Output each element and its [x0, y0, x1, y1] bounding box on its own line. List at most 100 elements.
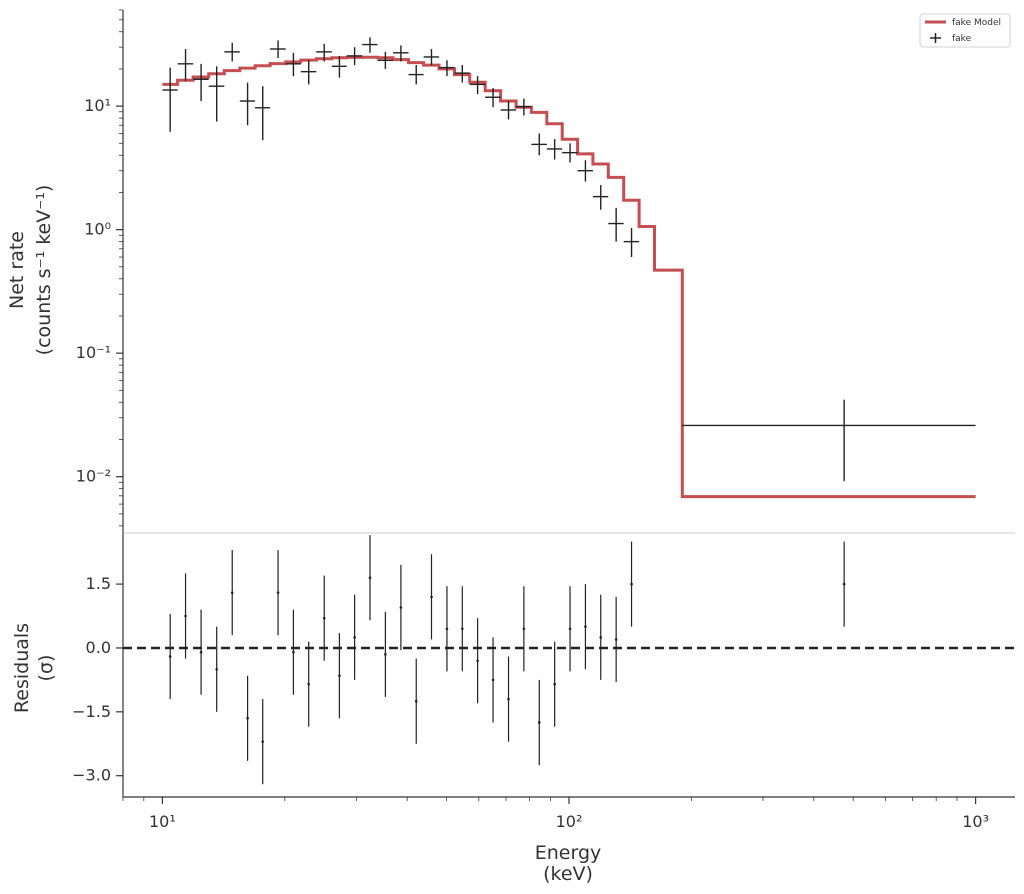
data-point — [516, 98, 532, 116]
residual-point — [491, 637, 495, 723]
residual-errorbar-layer — [123, 535, 1015, 785]
residual-marker — [215, 667, 218, 671]
residual-marker — [307, 682, 311, 686]
residuals-y-tick-label: −1.5 — [72, 702, 111, 721]
residual-point — [230, 550, 234, 636]
residual-point — [584, 584, 587, 670]
legend: fake Model fake — [919, 13, 1011, 48]
residual-marker — [199, 650, 203, 654]
residual-point — [307, 641, 311, 727]
data-point — [392, 45, 409, 62]
residual-marker — [261, 740, 265, 743]
data-point — [608, 207, 624, 242]
residuals-y-tick-label: 1.5 — [86, 574, 111, 593]
residuals-y-label-line2: (σ) — [35, 655, 57, 682]
residual-point — [261, 699, 265, 785]
residual-marker — [522, 627, 526, 631]
residual-point — [414, 658, 418, 744]
residual-marker — [368, 576, 372, 580]
data-point — [300, 60, 317, 85]
data-point — [208, 66, 225, 122]
data-point — [316, 43, 332, 62]
residual-marker — [246, 716, 249, 720]
residual-marker — [476, 659, 479, 663]
legend-model-label: fake Model — [952, 18, 1001, 28]
residual-point — [246, 675, 249, 761]
x-tick-label: 10² — [556, 812, 583, 831]
residual-point — [399, 564, 403, 651]
residual-marker — [537, 721, 541, 724]
residual-marker — [568, 627, 572, 631]
residual-marker — [414, 699, 418, 703]
residual-point — [599, 594, 603, 680]
data-point — [531, 133, 547, 156]
legend-data-label: fake — [952, 34, 972, 44]
spectrum-panel: 10¹ 10⁰ 10⁻¹ 10⁻² Net rate (counts s⁻¹ keV⁻… — [6, 9, 1015, 534]
residual-marker — [353, 636, 356, 639]
residuals-panel: 1.5 0.0 −1.5 −3.0 10¹ 10² 10³ Residuals (σ) E… — [11, 533, 1015, 885]
x-tick-label: 10³ — [962, 812, 989, 831]
residual-point — [276, 550, 280, 636]
residual-marker — [461, 627, 464, 631]
residual-point — [553, 641, 556, 727]
residuals-y-tick-label: 0.0 — [86, 638, 111, 657]
data-point — [239, 82, 256, 126]
x-tick-label: 10¹ — [149, 812, 176, 831]
residuals-y-tick-label: −3.0 — [72, 766, 111, 785]
data-point — [285, 52, 301, 77]
residual-marker — [399, 606, 403, 609]
residual-point — [507, 656, 510, 742]
data-point — [546, 139, 563, 160]
residuals-y-ticks: 1.5 0.0 −1.5 −3.0 — [72, 574, 123, 785]
legend-data-swatch — [930, 33, 941, 43]
spectrum-y-tick-label: 10¹ — [84, 96, 111, 115]
data-point — [270, 40, 286, 59]
residual-point — [522, 586, 526, 672]
residual-marker — [614, 638, 618, 641]
residual-point — [537, 679, 541, 766]
data-point — [362, 37, 378, 53]
residual-marker — [168, 655, 172, 658]
residual-point — [168, 613, 172, 700]
data-point — [177, 49, 194, 81]
data-point — [255, 86, 271, 141]
data-errorbar-layer — [162, 37, 976, 482]
spectrum-y-tick-label: 10⁻² — [76, 467, 111, 486]
data-point — [454, 65, 470, 83]
data-point — [377, 51, 393, 69]
data-point — [346, 47, 363, 66]
residual-point — [292, 609, 295, 695]
residual-point — [476, 618, 479, 704]
data-point — [439, 60, 455, 77]
data-point — [577, 160, 593, 182]
residual-point — [353, 594, 356, 680]
residual-marker — [430, 595, 433, 599]
residual-marker — [507, 697, 510, 701]
data-point — [592, 184, 609, 210]
residual-marker — [599, 636, 603, 639]
data-point — [162, 67, 178, 132]
residual-marker — [276, 591, 280, 594]
residual-point — [322, 575, 326, 661]
spectrum-y-tick-label: 10⁻¹ — [76, 343, 111, 362]
residual-marker — [338, 674, 341, 677]
data-point — [682, 399, 976, 482]
residuals-x-ticks: 10¹ 10² 10³ — [122, 797, 989, 831]
data-point — [485, 88, 501, 108]
residual-marker — [553, 682, 556, 686]
data-point — [331, 55, 347, 78]
residual-point — [430, 554, 433, 640]
residual-marker — [445, 627, 449, 631]
spectrum-axes — [122, 10, 1015, 534]
data-point — [500, 101, 517, 120]
residual-point — [614, 596, 618, 683]
residual-marker — [491, 678, 495, 682]
spectrum-y-ticks: 10¹ 10⁰ 10⁻¹ 10⁻² — [76, 9, 123, 527]
residual-point — [630, 541, 633, 627]
residual-marker — [630, 582, 633, 586]
data-point — [193, 63, 209, 102]
data-point — [423, 49, 440, 66]
residual-point — [461, 586, 464, 672]
residual-point — [199, 609, 203, 695]
